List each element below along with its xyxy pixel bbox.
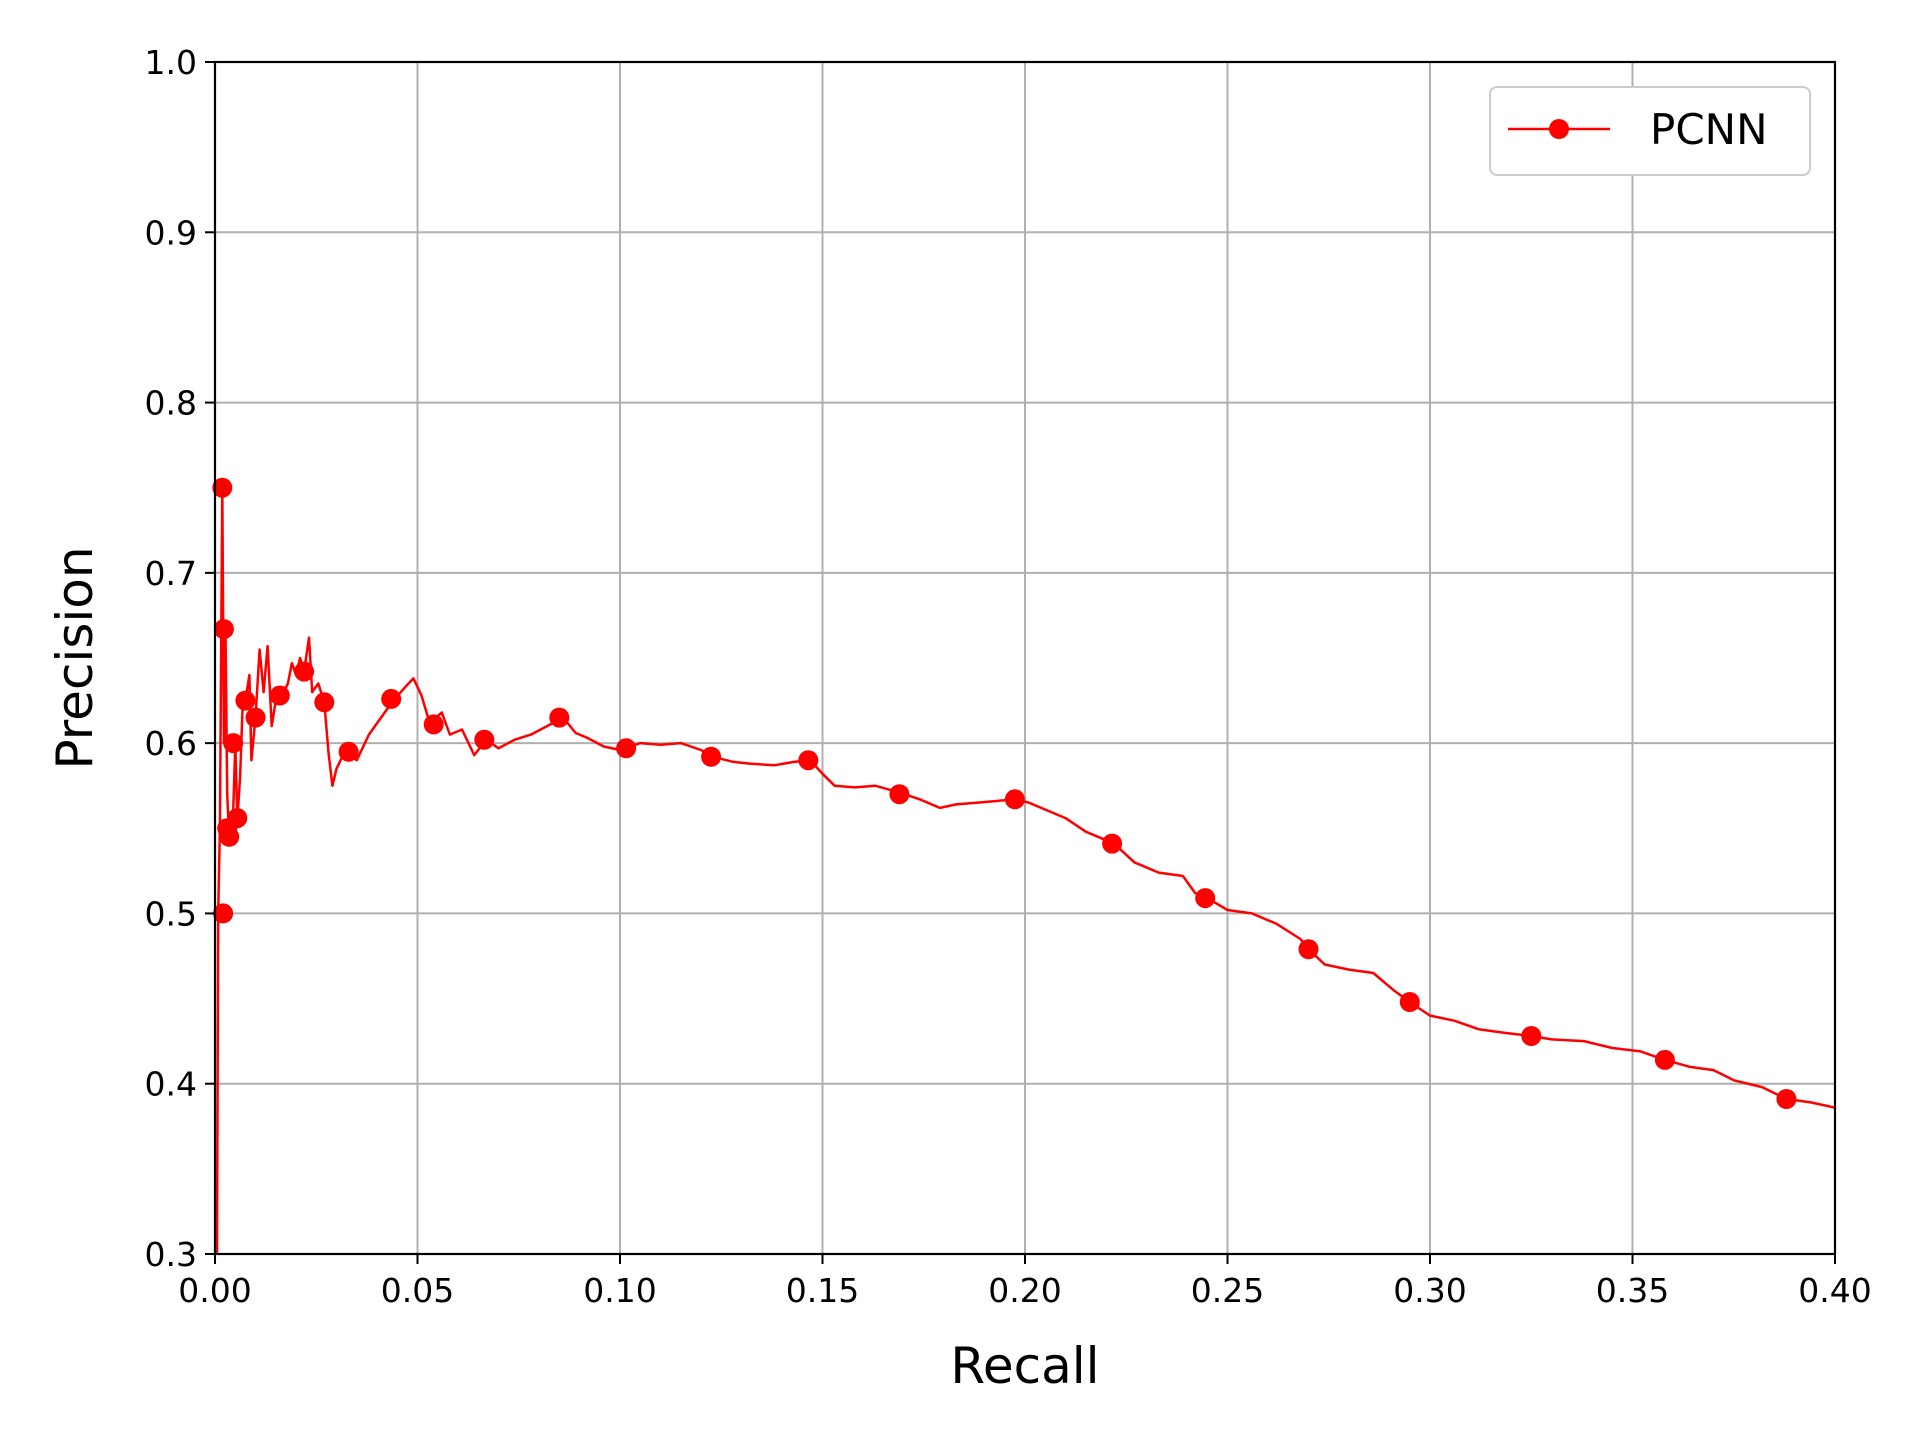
- data-point-marker: [616, 738, 637, 759]
- y-axis-title: Precision: [46, 546, 104, 769]
- x-tick-label: 0.30: [1393, 1271, 1466, 1310]
- data-point-marker: [223, 733, 244, 754]
- x-tick-label: 0.35: [1596, 1271, 1669, 1310]
- y-tick-label: 0.7: [145, 554, 197, 593]
- data-point-marker: [474, 729, 495, 750]
- data-point-marker: [245, 707, 266, 728]
- tick-layer: 0.00 0.05 0.10 0.15 0.20 0.25 0.30 0.35 0.40 0.3 0…: [145, 43, 1872, 1310]
- data-point-marker: [1521, 1026, 1542, 1046]
- data-point-marker: [549, 707, 570, 728]
- y-tick-label: 0.6: [145, 724, 197, 763]
- data-point-marker: [269, 685, 290, 706]
- x-axis-title: Recall: [950, 1337, 1099, 1395]
- x-tick-label: 0.05: [381, 1271, 454, 1310]
- data-point-marker: [338, 741, 359, 762]
- legend-label-pcnn: PCNN: [1650, 105, 1768, 154]
- data-point-marker: [1298, 939, 1319, 960]
- y-tick-label: 0.3: [145, 1235, 197, 1274]
- y-tick-label: 0.8: [145, 384, 197, 423]
- data-point-marker: [1102, 833, 1123, 854]
- legend-marker-swatch: [1549, 119, 1569, 139]
- data-point-marker: [219, 826, 240, 847]
- x-tick-label: 0.15: [786, 1271, 859, 1310]
- data-point-marker: [227, 808, 248, 829]
- legend: PCNN: [1489, 86, 1811, 176]
- data-point-marker: [1004, 789, 1025, 810]
- data-point-marker: [1776, 1089, 1797, 1109]
- data-point-marker: [889, 784, 910, 805]
- legend-box: [1489, 86, 1811, 176]
- data-point-marker: [423, 714, 444, 735]
- x-tick-label: 0.00: [178, 1271, 251, 1310]
- data-point-marker: [212, 477, 233, 498]
- data-point-marker: [1399, 992, 1420, 1012]
- data-point-marker: [701, 746, 722, 767]
- data-point-marker: [213, 619, 234, 640]
- series-layer: [212, 477, 1836, 1255]
- data-point-marker: [1654, 1049, 1675, 1070]
- x-tick-label: 0.20: [988, 1271, 1061, 1310]
- y-tick-label: 0.4: [145, 1065, 197, 1104]
- data-point-marker: [381, 688, 402, 709]
- x-tick-label: 0.40: [1798, 1271, 1871, 1310]
- data-point-marker: [798, 750, 819, 771]
- data-point-marker: [213, 903, 234, 924]
- y-tick-label: 0.9: [145, 213, 197, 252]
- data-point-marker: [1195, 888, 1216, 909]
- x-tick-label: 0.10: [583, 1271, 656, 1310]
- data-point-marker: [235, 690, 256, 711]
- y-tick-label: 0.5: [145, 894, 197, 933]
- y-tick-label: 1.0: [145, 43, 197, 82]
- data-point-marker: [294, 661, 315, 682]
- data-point-marker: [314, 692, 335, 713]
- series-line-pcnn: [215, 486, 1836, 1255]
- x-tick-label: 0.25: [1191, 1271, 1264, 1310]
